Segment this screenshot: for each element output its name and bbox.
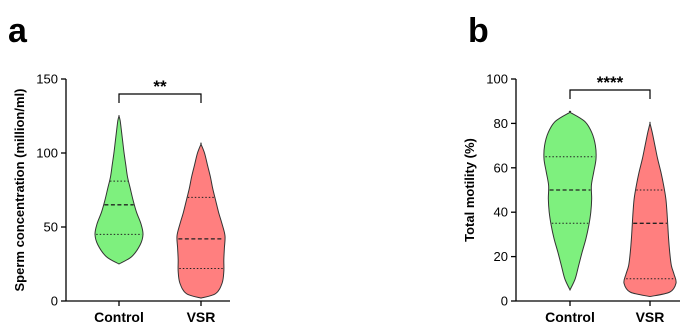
panel-a-y-axis-title: Sperm concentration (million/ml) — [12, 89, 27, 292]
panel-b-axes: 0 20 40 60 80 100 Control VSR — [486, 72, 680, 325]
panel-a-y-tick-label: 50 — [44, 220, 58, 235]
panel-b-violins — [543, 110, 677, 298]
panel-a-violins — [94, 114, 226, 299]
panel-a-significance: ** — [118, 77, 202, 103]
panel-a-significance-label: ** — [153, 77, 167, 96]
panel-b-y-axis-title: Total motility (%) — [462, 138, 477, 242]
panel-b-y-tick-label: 100 — [486, 72, 508, 87]
panel-b-bracket — [569, 89, 651, 99]
panel-a-y-tick-label: 150 — [36, 72, 58, 87]
panel-b-significance: **** — [569, 73, 651, 99]
panel-b-y-tick-label: 40 — [494, 205, 508, 220]
panel-b-letter: b — [468, 12, 489, 50]
panel-a-violin-control — [94, 114, 144, 265]
panel-b-y-tick-label: 60 — [494, 160, 508, 175]
panel-a-category-label: VSR — [187, 309, 216, 325]
panel-b-category-label: Control — [545, 309, 595, 325]
panel-b-significance-label: **** — [597, 73, 624, 92]
panel-b-category-label: VSR — [636, 309, 665, 325]
panel-a-y-tick-label: 100 — [36, 146, 58, 161]
panel-b-y-tick-label: 0 — [501, 294, 508, 309]
panel-a-y-tick-label: 0 — [51, 294, 58, 309]
panel-a-axes: 0 50 100 150 Control VSR — [36, 72, 230, 325]
panel-a-bracket — [118, 93, 202, 103]
panel-b-violin-vsr — [623, 121, 677, 298]
panel-b-violin-control — [543, 110, 597, 292]
panel-a-violin-vsr — [176, 142, 226, 299]
panel-a: a Sperm concentration (million/ml) 0 50 10… — [8, 12, 230, 325]
panel-a-letter: a — [8, 12, 28, 50]
panel-b: b Total motility (%) 0 20 40 60 80 100 Control… — [462, 12, 680, 325]
panel-a-category-label: Control — [94, 309, 144, 325]
panel-b-y-tick-label: 20 — [494, 249, 508, 264]
panel-b-y-tick-label: 80 — [494, 116, 508, 131]
